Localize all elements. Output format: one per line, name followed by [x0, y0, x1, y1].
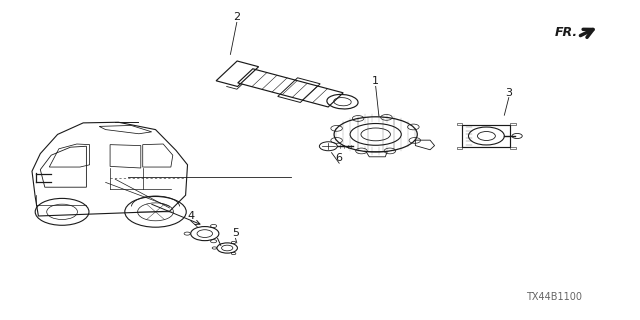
Bar	[511, 123, 516, 125]
Text: FR.: FR.	[554, 26, 577, 38]
Text: 6: 6	[336, 153, 342, 163]
Text: TX44B1100: TX44B1100	[525, 292, 582, 302]
Text: 5: 5	[232, 228, 239, 238]
Bar	[511, 147, 516, 149]
Text: 2: 2	[233, 12, 241, 22]
Text: 1: 1	[372, 76, 379, 86]
Text: 4: 4	[187, 211, 195, 221]
Text: 3: 3	[506, 88, 512, 98]
Bar	[458, 147, 463, 149]
Bar	[458, 123, 463, 125]
